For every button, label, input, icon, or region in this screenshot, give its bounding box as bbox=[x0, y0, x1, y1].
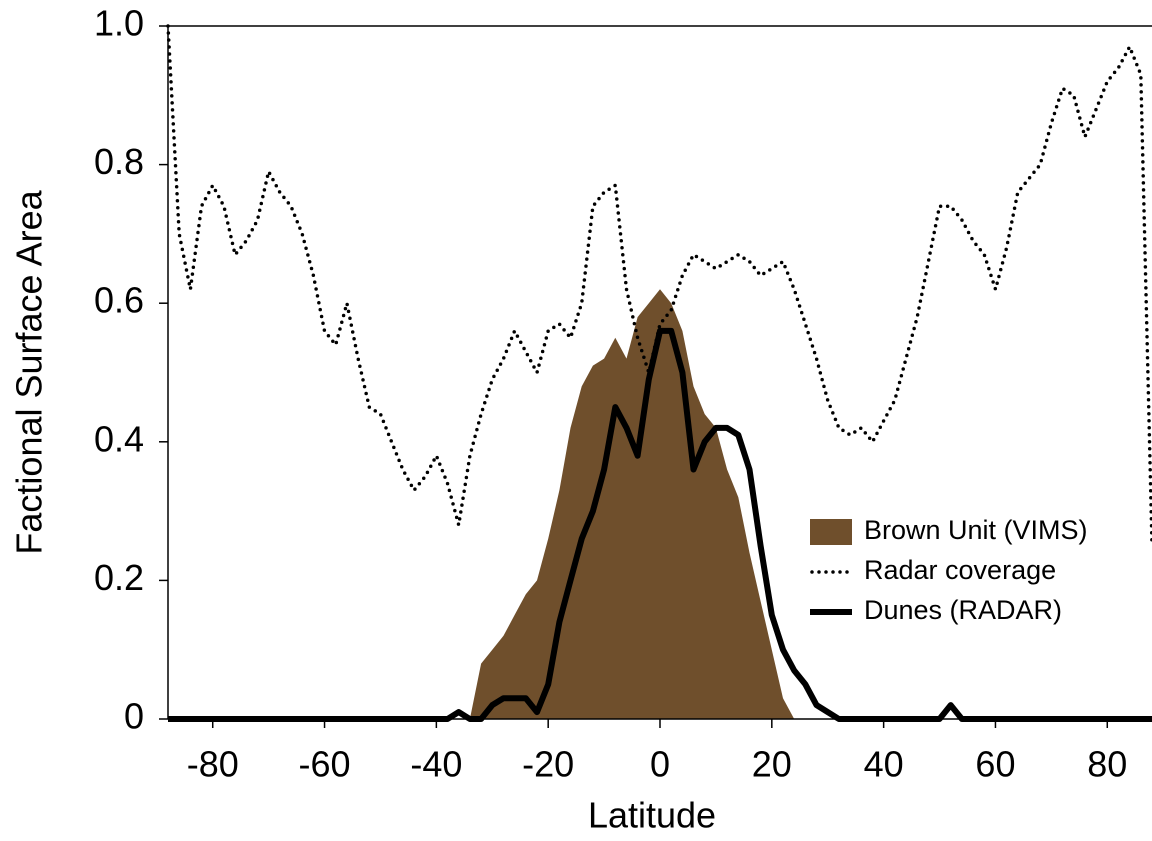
y-axis-label: Factional Surface Area bbox=[9, 189, 50, 554]
legend-swatch bbox=[810, 519, 852, 545]
y-tick-label: 0.8 bbox=[94, 141, 144, 182]
legend-label: Dunes (RADAR) bbox=[864, 595, 1062, 625]
legend-label: Radar coverage bbox=[864, 555, 1056, 585]
y-tick-label: 0.4 bbox=[94, 418, 144, 459]
x-tick-label: -80 bbox=[187, 744, 239, 785]
legend-label: Brown Unit (VIMS) bbox=[864, 515, 1088, 545]
x-tick-label: 80 bbox=[1087, 744, 1127, 785]
y-tick-label: 0.6 bbox=[94, 280, 144, 321]
y-tick-label: 1.0 bbox=[94, 3, 144, 44]
x-tick-label: 0 bbox=[650, 744, 670, 785]
x-tick-label: 20 bbox=[752, 744, 792, 785]
y-tick-label: 0.2 bbox=[94, 557, 144, 598]
line bbox=[166, 24, 1152, 548]
y-tick-label: 0 bbox=[124, 696, 144, 737]
area bbox=[168, 289, 1152, 719]
x-tick-label: 60 bbox=[975, 744, 1015, 785]
x-tick-label: -20 bbox=[522, 744, 574, 785]
x-tick-label: -40 bbox=[410, 744, 462, 785]
x-tick-label: -60 bbox=[299, 744, 351, 785]
x-axis-label: Latitude bbox=[588, 795, 716, 836]
x-tick-label: 40 bbox=[864, 744, 904, 785]
